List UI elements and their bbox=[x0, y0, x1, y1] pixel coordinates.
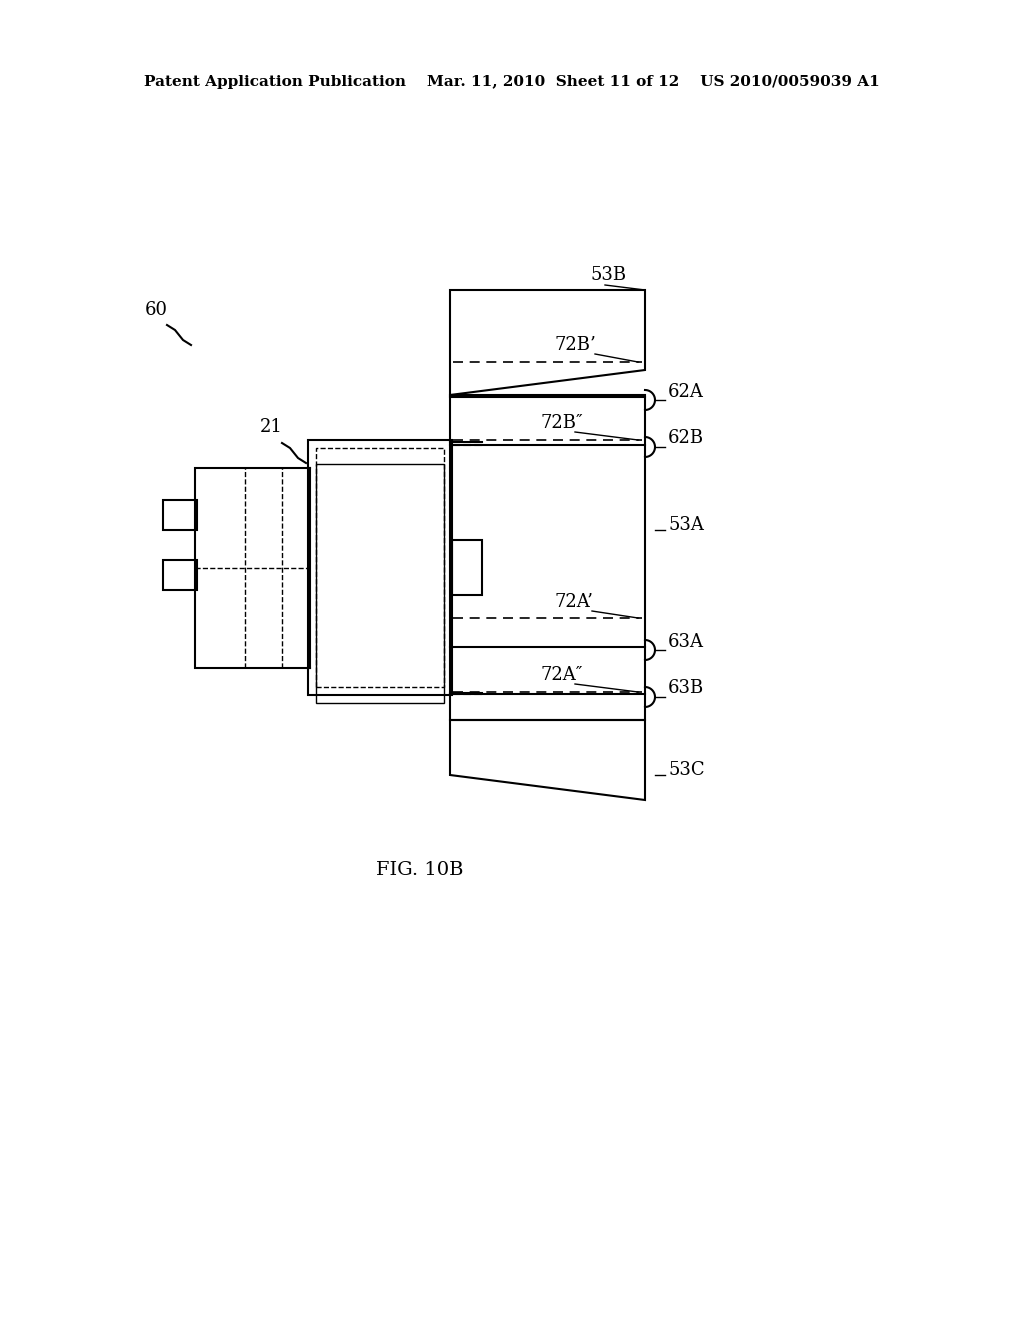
Bar bbox=[308, 440, 452, 696]
Bar bbox=[195, 469, 310, 668]
Bar bbox=[316, 447, 444, 686]
Bar bbox=[450, 395, 645, 719]
Text: 62A: 62A bbox=[668, 383, 703, 401]
Text: 60: 60 bbox=[145, 301, 168, 319]
Text: 72A″: 72A″ bbox=[540, 667, 583, 684]
Text: 72B’: 72B’ bbox=[555, 337, 597, 354]
Bar bbox=[163, 500, 197, 531]
Text: 62B: 62B bbox=[668, 429, 705, 447]
Text: 53A: 53A bbox=[668, 516, 703, 535]
Text: 72A’: 72A’ bbox=[555, 593, 594, 611]
Bar bbox=[163, 560, 197, 590]
Text: 63B: 63B bbox=[668, 678, 705, 697]
Text: 21: 21 bbox=[260, 418, 283, 436]
Text: 53C: 53C bbox=[668, 762, 705, 779]
Bar bbox=[452, 540, 482, 595]
Text: FIG. 10B: FIG. 10B bbox=[376, 861, 464, 879]
Text: 53B: 53B bbox=[590, 267, 626, 284]
Text: 72B″: 72B″ bbox=[540, 414, 583, 432]
Text: Patent Application Publication    Mar. 11, 2010  Sheet 11 of 12    US 2010/00590: Patent Application Publication Mar. 11, … bbox=[144, 75, 880, 88]
Text: 63A: 63A bbox=[668, 634, 705, 651]
Bar bbox=[316, 465, 444, 704]
